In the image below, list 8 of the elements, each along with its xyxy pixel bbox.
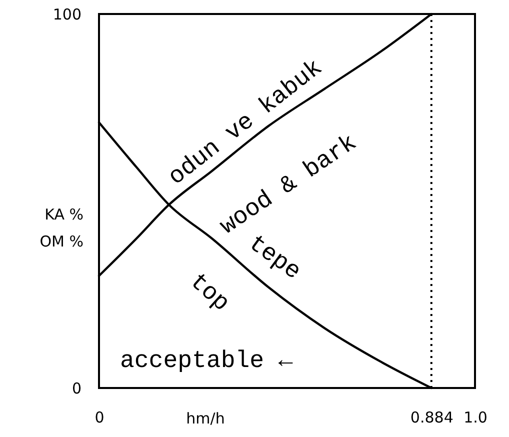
x-axis-title: hm/h: [186, 410, 225, 428]
y-tick-label: 100: [52, 6, 82, 24]
annotation: top: [184, 268, 234, 318]
x-tick-label: 1.0: [464, 408, 488, 426]
annotation: acceptable ←: [120, 348, 294, 375]
x-tick-label: 0.884: [410, 408, 454, 426]
y-axis-title: KA % OM %: [40, 206, 84, 251]
x-tick-label: 0: [94, 408, 104, 426]
